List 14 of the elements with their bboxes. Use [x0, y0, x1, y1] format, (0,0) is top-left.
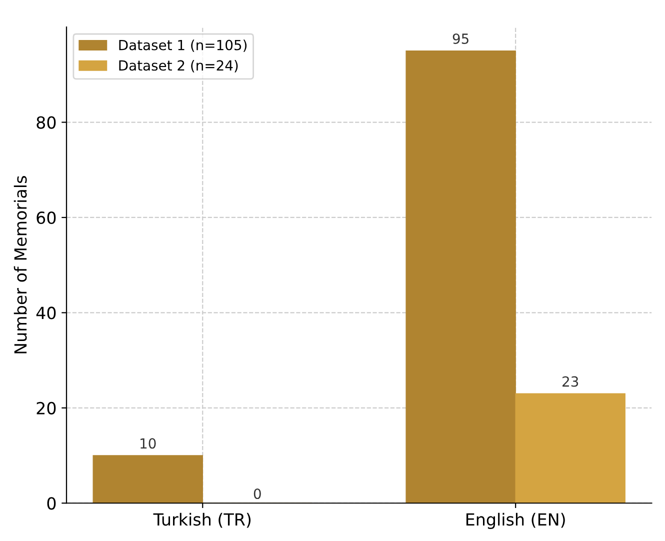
data-label: 95: [452, 33, 468, 44]
y-tick-label: 40: [36, 306, 56, 320]
x-tick-label: English (EN): [466, 512, 565, 529]
data-label: 10: [140, 438, 156, 449]
y-axis-title: Number of Memorials: [14, 176, 27, 354]
x-tick-label: Turkish (TR): [153, 512, 251, 528]
data-label: 0: [254, 488, 261, 500]
y-tick-label: 20: [36, 402, 56, 414]
legend-label: Dataset 2 (n=24): [119, 60, 238, 72]
legend-label: Dataset 1 (n=105): [119, 40, 247, 52]
data-label: 23: [562, 376, 578, 387]
y-tick-label: 80: [36, 116, 56, 129]
y-tick-label: 60: [36, 211, 56, 224]
y-tick-label: 0: [47, 497, 56, 510]
